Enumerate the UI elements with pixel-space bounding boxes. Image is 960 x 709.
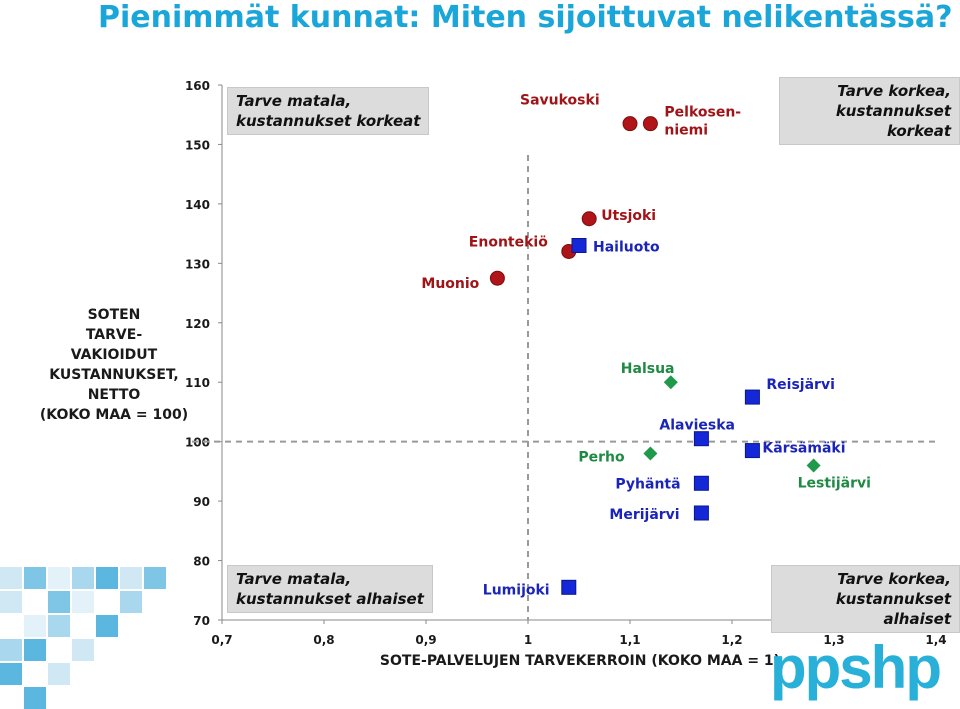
decorative-tile	[48, 591, 70, 613]
y-axis-title: SOTEN TARVE- VAKIOIDUT KUSTANNUKSET, NET…	[39, 307, 189, 423]
data-label-kärsämäki: Kärsämäki	[762, 441, 845, 457]
decorative-tile	[72, 591, 94, 613]
decorative-tile	[144, 567, 166, 589]
point-lestijärvi	[806, 458, 821, 473]
decorative-tile	[48, 615, 70, 637]
decorative-tile	[120, 591, 142, 613]
decorative-tile	[96, 567, 118, 589]
point-pyhäntä	[693, 475, 709, 491]
x-tick-label: 1,1	[619, 633, 640, 647]
quadrant-text-top-left: Tarve matala, kustannukset korkeat	[236, 92, 421, 130]
data-label-lumijoki: Lumijoki	[483, 582, 550, 598]
y-tick-label: 120	[185, 317, 210, 331]
x-tick-label: 0,8	[313, 633, 334, 647]
point-utsjoki	[581, 211, 597, 227]
data-label-hailuoto: Hailuoto	[593, 240, 660, 256]
point-hailuoto	[571, 238, 587, 253]
y-tick-label: 160	[185, 79, 210, 93]
point-savukoski	[622, 116, 638, 132]
ppshp-logo: ppshp	[770, 640, 942, 701]
data-label-merijärvi: Merijärvi	[609, 507, 679, 523]
point-lumijoki	[561, 579, 577, 595]
decorative-tile	[48, 567, 70, 589]
y-tick-label: 140	[185, 198, 210, 212]
point-halsua	[663, 375, 678, 390]
data-label-muonio: Muonio	[421, 276, 479, 292]
decorative-tile	[24, 615, 46, 637]
y-tick-label: 70	[193, 614, 210, 628]
x-tick-label: 0,9	[415, 633, 436, 647]
decorative-tile	[0, 591, 22, 613]
decorative-tile	[0, 639, 22, 661]
data-label-pelkosen-niemi: Pelkosen-niemi	[664, 105, 741, 139]
x-tick-label: 1,2	[721, 633, 742, 647]
decorative-tile	[96, 615, 118, 637]
point-muonio	[489, 270, 505, 286]
data-label-alavieska: Alavieska	[659, 418, 735, 434]
point-perho	[643, 446, 658, 461]
y-tick-label: 80	[193, 555, 210, 569]
data-label-halsua: Halsua	[621, 361, 675, 377]
data-label-lestijärvi: Lestijärvi	[798, 475, 871, 491]
data-label-pyhäntä: Pyhäntä	[615, 476, 680, 492]
y-tick-label: 110	[185, 376, 210, 390]
point-reisjärvi	[744, 389, 760, 405]
decorative-tile	[72, 567, 94, 589]
logo-text: ppshp	[770, 640, 940, 701]
x-tick-label: 0,7	[211, 633, 232, 647]
page-title: Pienimmät kunnat: Miten sijoittuvat neli…	[98, 0, 953, 35]
point-pelkosen-niemi	[642, 116, 658, 132]
quadrant-text-bottom-right: Tarve korkea, kustannukset alhaiset	[835, 570, 951, 628]
point-alavieska	[693, 431, 709, 447]
quadrant-text-bottom-left: Tarve matala, kustannukset alhaiset	[236, 570, 424, 608]
y-tick-label: 130	[185, 257, 210, 271]
y-tick-label: 150	[185, 138, 210, 152]
decorative-tile	[0, 567, 22, 589]
y-tick-label: 90	[193, 495, 210, 509]
data-label-reisjärvi: Reisjärvi	[766, 377, 834, 393]
data-label-enontekiö: Enontekiö	[469, 234, 548, 250]
quadrant-label-bottom-right: Tarve korkea, kustannukset alhaiset	[771, 565, 960, 633]
point-merijärvi	[693, 505, 709, 521]
data-label-perho: Perho	[578, 450, 625, 466]
quadrant-label-bottom-left: Tarve matala, kustannukset alhaiset	[227, 565, 433, 613]
x-tick-label: 1,3	[823, 633, 844, 647]
x-tick-label: 1	[524, 633, 532, 647]
quadrant-label-top-left: Tarve matala, kustannukset korkeat	[227, 87, 430, 135]
decorative-tile	[24, 639, 46, 661]
decorative-tile	[0, 663, 22, 685]
data-label-savukoski: Savukoski	[520, 93, 600, 109]
decorative-tile	[24, 687, 46, 709]
x-tick-label: 1,4	[925, 633, 946, 647]
x-axis-title: SOTE-PALVELUJEN TARVEKERROIN (KOKO MAA =…	[379, 653, 781, 669]
quadrant-text-top-right: Tarve korkea, kustannukset korkeat	[835, 82, 951, 140]
point-kärsämäki	[744, 443, 760, 459]
data-label-utsjoki: Utsjoki	[601, 208, 656, 224]
decorative-tile	[24, 567, 46, 589]
decorative-tile	[72, 639, 94, 661]
decorative-tile	[48, 663, 70, 685]
decorative-tile	[120, 567, 142, 589]
quadrant-label-top-right: Tarve korkea, kustannukset korkeat	[779, 77, 960, 145]
